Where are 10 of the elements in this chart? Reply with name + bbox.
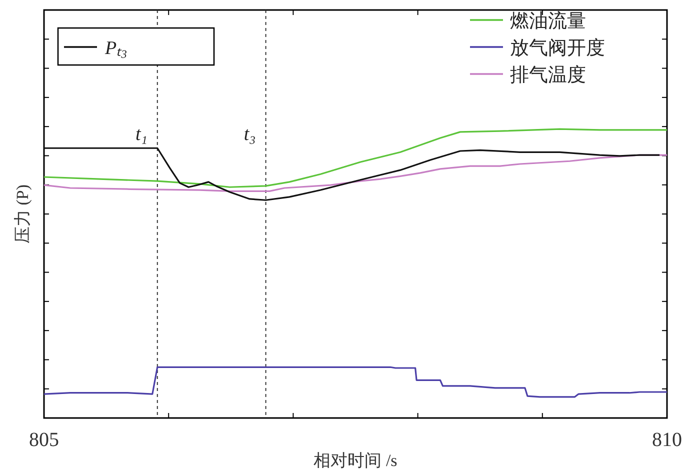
legend-label: 燃油流量 xyxy=(510,10,586,32)
legend-label: 排气温度 xyxy=(510,64,586,86)
ref-line-label: t₁ xyxy=(135,124,148,145)
x-tick-label: 810 xyxy=(652,429,682,451)
x-axis-title: 相对时间 /s xyxy=(314,451,398,470)
y-axis-title: 压力 (P) xyxy=(13,184,32,244)
legend-label: Pₜ₃ xyxy=(104,38,128,59)
x-tick-label: 805 xyxy=(29,429,59,451)
ref-line-label: t₃ xyxy=(244,124,256,145)
legend-label: 放气阀开度 xyxy=(510,37,605,59)
